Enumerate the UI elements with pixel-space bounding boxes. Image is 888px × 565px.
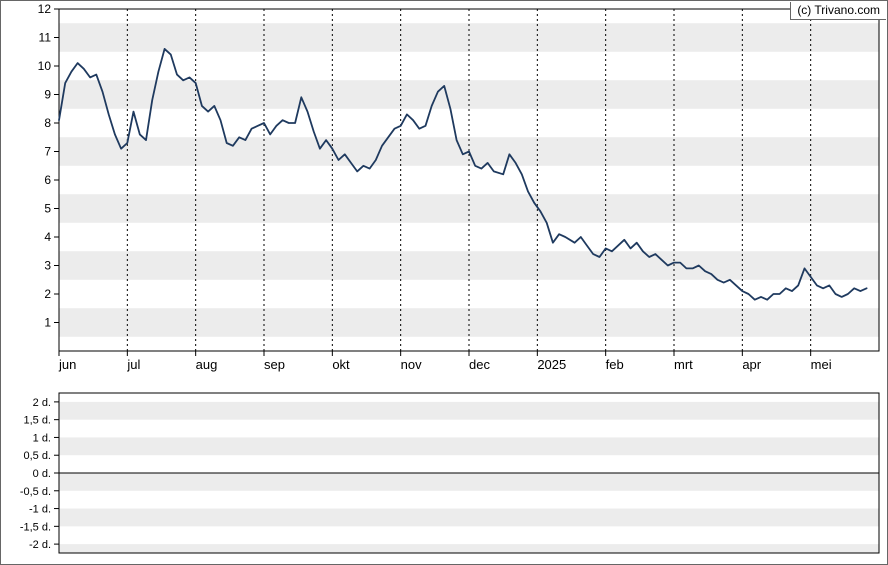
svg-text:aug: aug [196,357,218,372]
svg-text:8: 8 [44,116,51,130]
svg-text:7: 7 [44,145,51,159]
svg-text:dec: dec [469,357,490,372]
svg-text:0 d.: 0 d. [33,468,51,480]
svg-text:9: 9 [44,88,51,102]
chart-svg: 123456789101112junjulaugsepoktnovdec2025… [1,1,887,564]
svg-text:2: 2 [44,287,51,301]
svg-text:okt: okt [332,357,350,372]
svg-text:5: 5 [44,202,51,216]
svg-text:3: 3 [44,259,51,273]
svg-text:-0,5 d.: -0,5 d. [20,486,51,498]
svg-text:2 d.: 2 d. [33,397,51,409]
svg-text:mrt: mrt [674,357,693,372]
svg-text:jun: jun [58,357,76,372]
svg-text:4: 4 [44,230,51,244]
svg-text:-1,5 d.: -1,5 d. [20,521,51,533]
svg-text:-1 d.: -1 d. [29,504,51,516]
svg-text:-2 d.: -2 d. [29,539,51,551]
svg-text:sep: sep [264,357,285,372]
svg-text:12: 12 [38,2,52,16]
svg-text:nov: nov [401,357,422,372]
svg-text:feb: feb [606,357,624,372]
svg-text:1: 1 [44,316,51,330]
svg-text:1,5 d.: 1,5 d. [23,415,51,427]
svg-text:apr: apr [742,357,761,372]
chart-container: (c) Trivano.com 123456789101112junjulaug… [0,0,888,565]
svg-text:jul: jul [126,357,140,372]
svg-text:11: 11 [39,31,52,45]
svg-text:1 d.: 1 d. [33,432,51,444]
copyright-label: (c) Trivano.com [790,2,886,20]
svg-text:mei: mei [811,357,832,372]
svg-text:0,5 d.: 0,5 d. [23,450,51,462]
svg-text:6: 6 [44,173,51,187]
svg-text:2025: 2025 [537,357,566,372]
svg-text:10: 10 [38,59,52,73]
